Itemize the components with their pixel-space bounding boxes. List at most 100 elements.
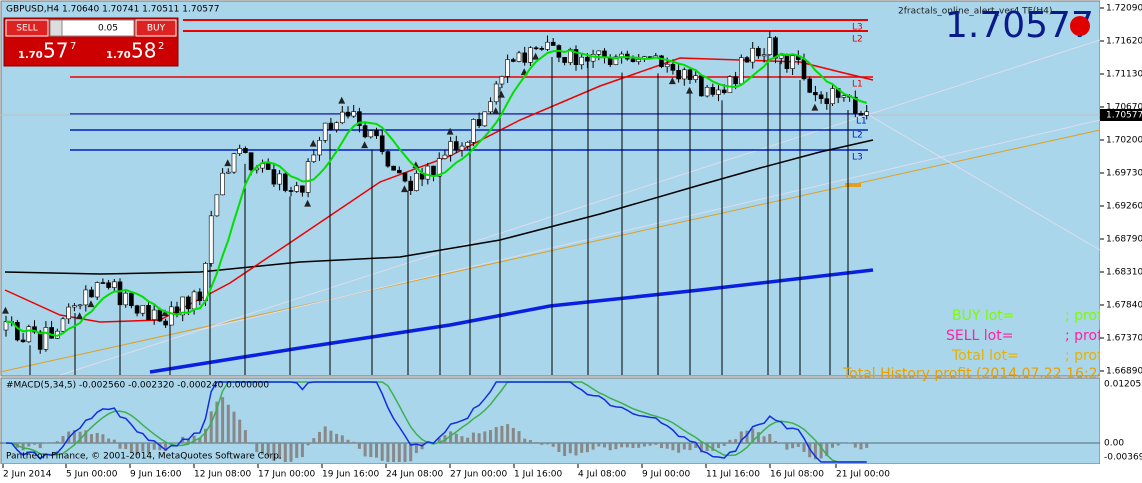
macd-hist — [186, 438, 190, 443]
sell-prof: ; prof — [1065, 328, 1103, 344]
macd-hist — [768, 434, 772, 443]
macd-hist — [386, 443, 390, 462]
price-tick-label: 1.69730 — [1106, 169, 1142, 179]
candle-body — [94, 282, 100, 298]
candle-body — [852, 96, 858, 114]
time-strip — [0, 464, 1142, 483]
macd-hist — [38, 443, 42, 449]
lot-input[interactable] — [61, 19, 135, 37]
macd-hist — [836, 443, 840, 446]
macd-hist — [249, 443, 253, 444]
candle-body — [676, 70, 681, 80]
level-label: L3 — [852, 153, 863, 163]
fractal-arrow: ▲ — [521, 67, 528, 77]
macd-hist — [528, 440, 532, 443]
macd-hist — [141, 443, 145, 452]
macd-hist — [774, 441, 777, 443]
macd-hist — [318, 431, 321, 443]
macd-hist — [192, 435, 196, 443]
alert-indicator — [1070, 16, 1090, 36]
macd-hist — [585, 443, 589, 453]
macd-hist — [705, 443, 709, 452]
buy-label: BUY — [147, 24, 166, 34]
price-tick-label: 1.68310 — [1106, 268, 1142, 278]
level-label: L1 — [856, 117, 867, 127]
macd-hist — [209, 411, 213, 443]
candle-body — [510, 59, 516, 62]
macd-hist — [78, 431, 82, 443]
buy-lot: BUY lot= — [952, 308, 1015, 324]
candle-body — [265, 163, 271, 170]
trend-line — [59, 39, 1101, 376]
candle-body — [362, 125, 368, 138]
macd-hist — [642, 443, 646, 447]
time-tick-label: 17 Jun 00:00 — [258, 470, 315, 480]
macd-hist — [603, 443, 606, 448]
candle-body — [442, 154, 448, 159]
macd-hist — [283, 443, 287, 462]
macd-hist — [300, 443, 304, 458]
candles: ▲ ▲ ▲ ▲ ▲ ▲ ▲ ▲ ▲ ▲ ▲ ▲ ▲ ▲ ▲ ▲ ▲ ▲ ▲ — [2, 31, 870, 375]
time-tick-label: 2 Jun 2014 — [3, 470, 52, 480]
time-tick-label: 11 Jul 16:00 — [706, 470, 760, 480]
fractal-arrow: ▲ — [401, 184, 408, 194]
candle-body — [681, 69, 687, 80]
macd-hist — [295, 443, 299, 458]
indicator-name: 2fractals_online_alert_ver4 TF(H4) — [898, 7, 1052, 17]
candle-body — [169, 306, 174, 326]
candle-body — [431, 165, 436, 177]
bid-main: 57 — [43, 39, 68, 63]
candle-body — [220, 172, 225, 196]
level-label: L2 — [852, 35, 863, 45]
candle-body — [499, 76, 505, 85]
candle-body — [191, 291, 197, 310]
macd-tick-label: 0.00 — [1104, 439, 1124, 449]
candle-body — [3, 321, 9, 331]
symbol-info: GBPUSD,H4 1.70640 1.70741 1.70511 1.7057… — [6, 5, 219, 15]
sell-label: SELL — [16, 24, 37, 34]
time-tick-label: 12 Jun 08:00 — [194, 470, 251, 480]
macd-hist — [745, 430, 749, 443]
fractal-arrow: ▲ — [304, 199, 311, 209]
macd-hist — [238, 419, 242, 443]
candle-body — [197, 291, 203, 302]
candle-body — [733, 76, 738, 85]
macd-hist — [540, 443, 544, 445]
macd-hist — [688, 443, 692, 451]
candle-body — [163, 320, 168, 326]
candle-body — [778, 54, 784, 59]
candle-body — [117, 281, 123, 306]
macd-hist — [756, 432, 760, 443]
macd-hist — [648, 443, 652, 446]
macd-hist — [169, 443, 173, 445]
sell-button[interactable] — [5, 19, 49, 37]
macd-hist — [84, 430, 88, 443]
macd-hist — [506, 424, 510, 443]
buy-button[interactable] — [135, 19, 177, 37]
candle-body — [630, 58, 636, 62]
macd-header: #MACD(5,34,5) -0.002560 -0.002320 -0.000… — [6, 381, 269, 391]
candle-body — [801, 59, 807, 80]
macd-hist — [346, 439, 350, 443]
macd-hist — [204, 428, 207, 443]
candle-body — [738, 57, 744, 85]
macd-hist — [340, 435, 344, 443]
macd-hist — [33, 443, 36, 445]
bid-sup: 7 — [70, 41, 76, 52]
candle-body — [659, 55, 664, 68]
candle-body — [146, 305, 151, 320]
fractal-arrow: ▲ — [447, 126, 454, 136]
macd-hist — [147, 443, 150, 454]
buy-prof: ; prof — [1065, 308, 1103, 324]
fractal-arrow: ▲ — [811, 103, 818, 113]
macd-hist — [637, 443, 641, 448]
macd-hist — [278, 443, 282, 459]
time-tick-label: 24 Jun 08:00 — [386, 470, 443, 480]
fractal-arrow: ▲ — [361, 140, 368, 150]
candle-body — [716, 89, 721, 95]
lot-spinner[interactable] — [49, 19, 63, 37]
level-label: L2 — [852, 131, 863, 141]
candle-body — [528, 47, 533, 63]
candle-body — [813, 92, 818, 96]
